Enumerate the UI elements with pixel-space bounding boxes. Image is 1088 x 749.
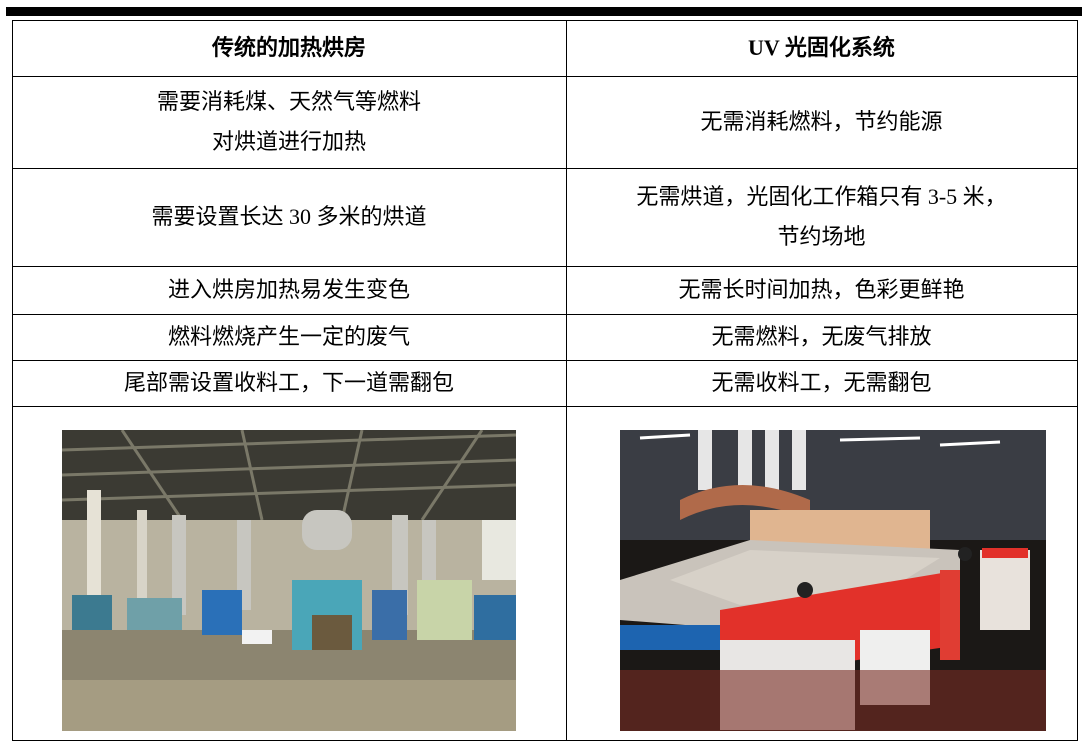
table-cell: 无需收料工，无需翻包 [566, 360, 1077, 406]
table-rule [12, 20, 1078, 21]
cell-text: 无需燃料，无废气排放 [711, 324, 932, 349]
header-cell: UV 光固化系统 [566, 20, 1077, 76]
table-rule [12, 740, 1078, 741]
table-cell: 无需消耗燃料，节约能源 [566, 76, 1077, 168]
table-cell: 进入烘房加热易发生变色 [12, 266, 566, 314]
cell-text: 需要设置长达 30 多米的烘道 [151, 204, 427, 229]
table-rule [12, 406, 1078, 407]
photo-uv-system [620, 430, 1046, 731]
cell-text: 无需收料工，无需翻包 [711, 370, 932, 395]
cell-text: 节约场地 [777, 224, 866, 249]
cell-text: 燃料燃烧产生一定的废气 [167, 324, 410, 349]
table-cell: 需要设置长达 30 多米的烘道 [12, 168, 566, 266]
table-rule [12, 314, 1078, 315]
header-text: 传统的加热烘房 [211, 35, 366, 60]
table-cell: 需要消耗煤、天然气等燃料 对烘道进行加热 [12, 76, 566, 168]
cell-text: 尾部需设置收料工，下一道需翻包 [123, 370, 454, 395]
table-cell: 无需燃料，无废气排放 [566, 314, 1077, 360]
table-cell: 无需长时间加热，色彩更鲜艳 [566, 266, 1077, 314]
top-rule [6, 7, 1082, 16]
cell-text: 无需消耗燃料，节约能源 [700, 109, 943, 134]
cell-text: 无需长时间加热，色彩更鲜艳 [678, 277, 965, 302]
cell-text: 无需烘道，光固化工作箱只有 3-5 米， [636, 184, 1007, 209]
photo-heating-room [62, 430, 516, 731]
cell-text: 对烘道进行加热 [211, 129, 366, 154]
header-cell: 传统的加热烘房 [12, 20, 566, 76]
table-rule [12, 266, 1078, 267]
table-cell: 尾部需设置收料工，下一道需翻包 [12, 360, 566, 406]
cell-text: 进入烘房加热易发生变色 [167, 277, 410, 302]
table-rule [12, 168, 1078, 169]
table-rule [1077, 20, 1078, 740]
header-text: UV 光固化系统 [748, 35, 895, 60]
table-rule [12, 76, 1078, 77]
table-cell: 无需烘道，光固化工作箱只有 3-5 米， 节约场地 [566, 168, 1077, 266]
table-rule [12, 360, 1078, 361]
cell-text: 需要消耗煤、天然气等燃料 [156, 89, 421, 114]
table-rule [566, 20, 567, 740]
table-rule [12, 20, 13, 740]
table-cell: 燃料燃烧产生一定的废气 [12, 314, 566, 360]
